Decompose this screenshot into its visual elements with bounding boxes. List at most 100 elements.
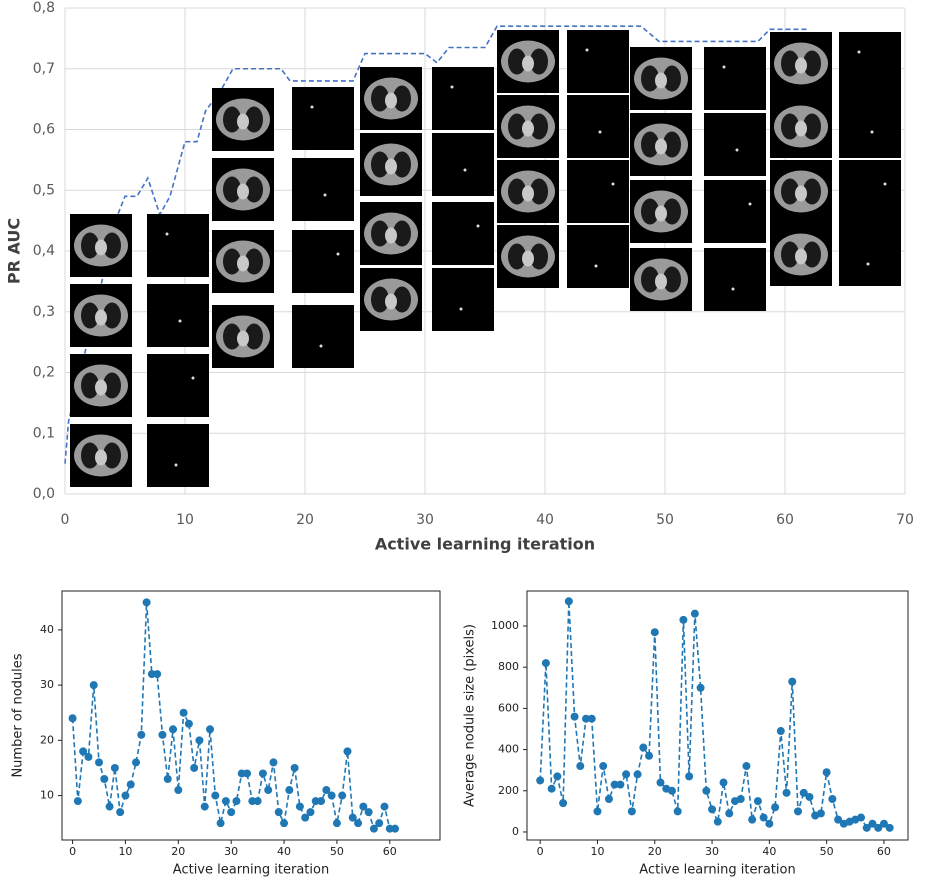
- tile: [147, 424, 209, 487]
- nodule: [460, 308, 463, 311]
- nodule: [732, 288, 735, 291]
- data-point: [805, 793, 813, 801]
- heart: [522, 251, 534, 267]
- x-axis-label: Active learning iteration: [375, 535, 595, 554]
- tile: [839, 223, 901, 286]
- ct-slice: [497, 160, 559, 223]
- y-tick-label: 0,1: [33, 425, 55, 441]
- data-point: [777, 727, 785, 735]
- data-point: [317, 797, 325, 805]
- data-point: [375, 819, 383, 827]
- y-tick-label: 600: [498, 701, 519, 714]
- x-tick-label: 20: [171, 845, 185, 858]
- nodule: [595, 265, 598, 268]
- x-tick-label: 50: [330, 845, 344, 858]
- data-point: [794, 807, 802, 815]
- nodule-mask: [147, 214, 209, 277]
- tile: [432, 202, 494, 265]
- nodule-mask: [292, 230, 354, 293]
- ct-slice: [497, 225, 559, 288]
- x-tick-label: 60: [383, 845, 397, 858]
- nodule-mask: [567, 225, 629, 288]
- heart: [95, 240, 107, 256]
- ct-slice: [630, 180, 692, 243]
- y-axis-label: PR AUC: [5, 218, 24, 284]
- x-axis-label: Active learning iteration: [639, 863, 795, 878]
- tile: [292, 230, 354, 293]
- data-point: [121, 792, 129, 800]
- nodule: [166, 233, 169, 236]
- data-point: [548, 785, 556, 793]
- nodule-mask: [147, 424, 209, 487]
- tile: [432, 133, 494, 196]
- data-point: [116, 808, 124, 816]
- data-point: [195, 736, 203, 744]
- data-point: [702, 787, 710, 795]
- data-point: [823, 768, 831, 776]
- nodule: [867, 263, 870, 266]
- nodule-mask: [292, 87, 354, 150]
- heart: [385, 93, 397, 109]
- data-point: [217, 819, 225, 827]
- heart: [522, 121, 534, 137]
- nodule-mask: [147, 354, 209, 417]
- nodule-mask: [432, 202, 494, 265]
- nodule: [451, 86, 454, 89]
- nodule: [311, 106, 314, 109]
- x-tick-label: 10: [176, 512, 194, 528]
- data-point: [143, 598, 151, 606]
- data-point: [291, 764, 299, 772]
- x-tick-label: 40: [762, 845, 776, 858]
- nodule-mask: [567, 95, 629, 158]
- data-point: [269, 758, 277, 766]
- x-tick-label: 10: [590, 845, 604, 858]
- data-line: [540, 601, 889, 828]
- nodule: [858, 51, 861, 54]
- y-tick-label: 0,6: [33, 122, 55, 138]
- nodule-mask: [147, 284, 209, 347]
- data-point: [153, 670, 161, 678]
- data-point: [771, 803, 779, 811]
- data-point: [185, 720, 193, 728]
- x-tick-label: 70: [896, 512, 914, 528]
- x-tick-label: 0: [61, 512, 70, 528]
- nodule-mask: [292, 158, 354, 221]
- ct-slice: [630, 248, 692, 311]
- figure: 0,00,10,20,30,40,50,60,70,80102030405060…: [0, 0, 925, 882]
- data-point: [542, 659, 550, 667]
- nodule: [586, 49, 589, 52]
- data-point: [227, 808, 235, 816]
- x-tick-label: 60: [877, 845, 891, 858]
- x-tick-label: 0: [69, 845, 76, 858]
- nodule-mask: [704, 47, 766, 110]
- data-point: [634, 770, 642, 778]
- nodule-mask: [432, 268, 494, 331]
- heart: [237, 256, 249, 272]
- x-tick-label: 50: [820, 845, 834, 858]
- data-point: [132, 758, 140, 766]
- nodule-mask: [704, 180, 766, 243]
- ct-slice: [770, 95, 832, 158]
- x-tick-label: 20: [648, 845, 662, 858]
- nodule-mask: [292, 305, 354, 368]
- data-line: [73, 602, 395, 828]
- data-point: [685, 772, 693, 780]
- data-point: [720, 779, 728, 787]
- data-point: [259, 769, 267, 777]
- tile: [567, 160, 629, 223]
- data-point: [559, 799, 567, 807]
- data-point: [783, 789, 791, 797]
- nodule-mask: [704, 248, 766, 311]
- tile: [292, 305, 354, 368]
- data-point: [328, 792, 336, 800]
- heart: [655, 274, 667, 290]
- data-point: [622, 770, 630, 778]
- data-point: [338, 792, 346, 800]
- data-point: [639, 744, 647, 752]
- x-tick-label: 30: [705, 845, 719, 858]
- data-point: [760, 814, 768, 822]
- heart: [655, 139, 667, 155]
- y-tick-label: 0,0: [33, 486, 55, 502]
- data-point: [391, 825, 399, 833]
- nodule-mask: [432, 67, 494, 130]
